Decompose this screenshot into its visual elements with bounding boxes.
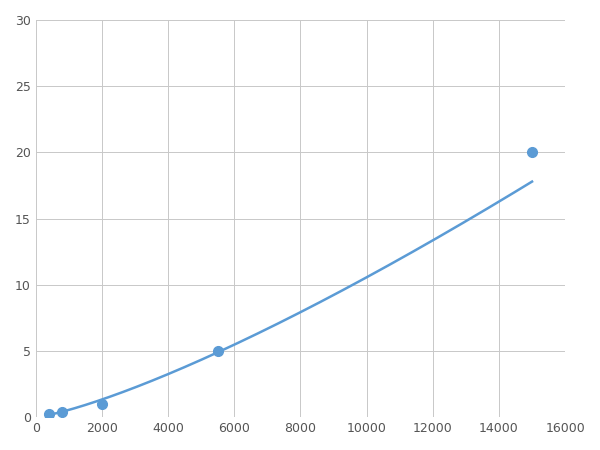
Point	[213, 347, 223, 355]
Point	[527, 149, 537, 156]
Point	[58, 408, 67, 415]
Point	[44, 411, 54, 418]
Point	[97, 400, 107, 408]
